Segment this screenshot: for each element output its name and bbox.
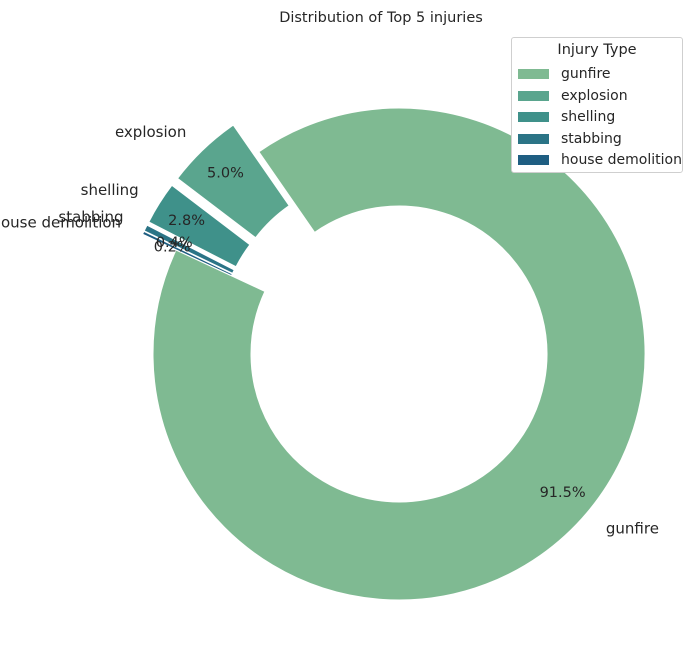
legend-swatch <box>518 69 549 79</box>
category-label-house-demolition: house demolition <box>0 213 121 231</box>
legend-swatch <box>518 90 549 101</box>
percent-label-stabbing: 0.4% <box>156 235 193 251</box>
percent-label-explosion: 5.0% <box>207 166 244 182</box>
slice-house-demolition <box>141 230 233 277</box>
legend-label: stabbing <box>561 130 622 147</box>
legend-title: Injury Type <box>557 42 637 58</box>
percent-label-house-demolition: 0.2% <box>154 239 191 255</box>
slice-explosion <box>176 124 290 239</box>
category-label-shelling: shelling <box>81 181 139 199</box>
legend-label: house demolition <box>561 152 682 168</box>
category-label-stabbing: stabbing <box>58 208 123 226</box>
legend-item-gunfire: gunfire <box>518 65 611 83</box>
legend-item-house-demolition: house demolition <box>518 151 682 169</box>
chart-title: Distribution of Top 5 injuries <box>279 10 483 26</box>
legend-label: shelling <box>561 109 616 125</box>
slice-stabbing <box>143 224 235 274</box>
percent-labels-group: 91.5% 5.0% 2.8% 0.4%0.2% <box>154 166 586 501</box>
percent-label-gunfire: 91.5% <box>540 485 586 501</box>
legend-label: explosion <box>561 87 628 104</box>
legend-item-stabbing: stabbing <box>518 130 622 148</box>
legend-swatch <box>518 112 549 122</box>
slice-shelling <box>148 184 251 268</box>
category-label-gunfire: gunfire <box>606 519 659 537</box>
slices-group <box>141 107 646 601</box>
legend-item-explosion: explosion <box>518 87 628 105</box>
percent-label-shelling: 2.8% <box>168 213 205 229</box>
legend: Injury Type gunfire explosion shelling stab… <box>511 37 683 173</box>
legend-swatch <box>518 133 549 144</box>
slice-gunfire <box>152 107 646 601</box>
legend-item-shelling: shelling <box>518 108 615 126</box>
legend-swatch <box>518 155 549 165</box>
legend-label: gunfire <box>561 66 611 82</box>
category-label-explosion: explosion <box>115 123 186 141</box>
